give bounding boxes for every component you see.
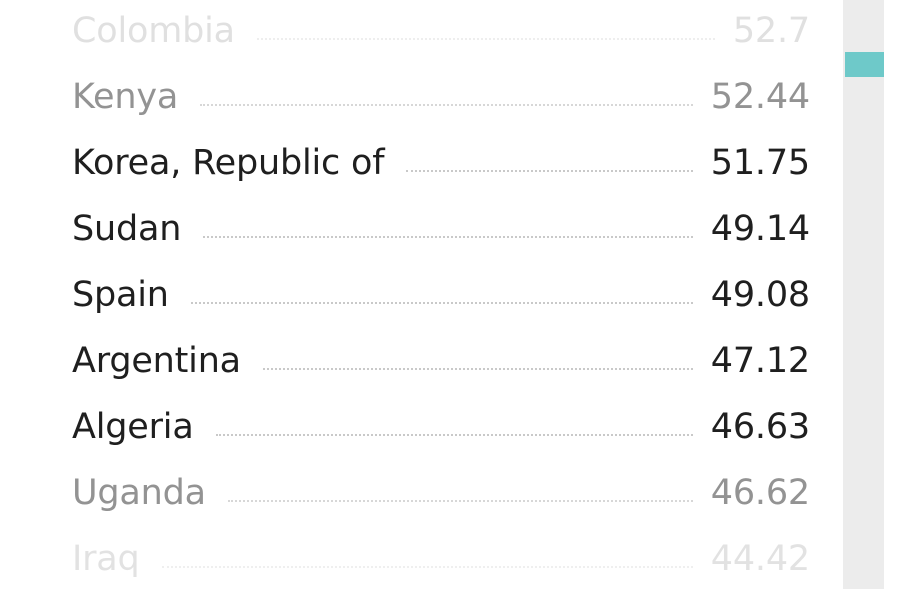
rank-label: Colombia (72, 10, 235, 51)
rank-label: Iraq (72, 538, 140, 579)
list-item[interactable]: Uganda 46.62 (72, 460, 810, 526)
list-item[interactable]: Spain 49.08 (72, 262, 810, 328)
rank-label: Sudan (72, 208, 182, 249)
list-item[interactable]: Algeria 46.63 (72, 394, 810, 460)
list-item[interactable]: Kenya 52.44 (72, 64, 810, 130)
list-item[interactable]: Argentina 47.12 (72, 328, 810, 394)
rank-label: Argentina (72, 340, 241, 381)
rank-value: 44.42 (710, 538, 810, 579)
leader-line (256, 37, 715, 40)
right-gutter (884, 0, 900, 589)
rank-label: Spain (72, 274, 169, 315)
rank-label: Korea, Republic of (72, 142, 385, 183)
list-item[interactable]: Colombia 52.7 (72, 0, 810, 64)
rank-value: 49.08 (710, 274, 810, 315)
scrollbar-track[interactable] (843, 0, 884, 589)
list-item[interactable]: Korea, Republic of 51.75 (72, 130, 810, 196)
rank-value: 46.62 (710, 472, 810, 513)
list-item[interactable]: Sudan 49.14 (72, 196, 810, 262)
leader-line (190, 301, 693, 304)
rank-value: 49.14 (710, 208, 810, 249)
rank-label: Algeria (72, 406, 194, 447)
scrollbar-thumb[interactable] (845, 52, 884, 77)
rank-value: 47.12 (710, 340, 810, 381)
rank-value: 52.7 (732, 10, 810, 51)
list-item[interactable]: Iraq 44.42 (72, 526, 810, 592)
leader-line (406, 169, 693, 172)
leader-line (161, 565, 693, 568)
rank-value: 52.44 (710, 76, 810, 117)
ranking-list[interactable]: Colombia 52.7 Kenya 52.44 Korea, Republic of… (0, 0, 843, 589)
rank-label: Kenya (72, 76, 179, 117)
rank-label: Uganda (72, 472, 206, 513)
rank-value: 51.75 (710, 142, 810, 183)
leader-line (262, 367, 693, 370)
leader-line (203, 235, 693, 238)
leader-line (200, 103, 693, 106)
leader-line (215, 433, 693, 436)
leader-line (227, 499, 693, 502)
rank-value: 46.63 (710, 406, 810, 447)
